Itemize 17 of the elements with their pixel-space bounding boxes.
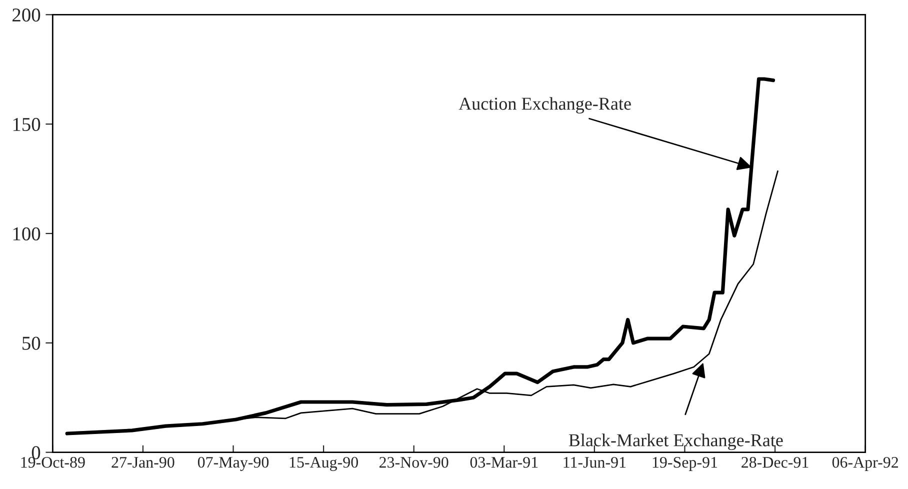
annotation: Auction Exchange-Rate bbox=[458, 97, 631, 114]
x-tick-label: 19-Sep-91 bbox=[652, 457, 718, 471]
y-tick-label: 100 bbox=[13, 227, 40, 240]
y-tick-label: 0 bbox=[32, 446, 40, 460]
x-tick-label: 06-Apr-92 bbox=[832, 456, 898, 471]
x-tick-label: 03-Mar-91 bbox=[470, 456, 538, 468]
x-tick-label: 19-Oct-89 bbox=[21, 456, 85, 468]
x-tick-label: 28-Dec-91 bbox=[742, 456, 808, 468]
x-tick-label: 23-Nov-90 bbox=[380, 456, 448, 468]
x-tick-label: 07-May-90 bbox=[198, 456, 269, 471]
x-tick-label: 11-Jun-91 bbox=[564, 457, 626, 468]
y-tick-label: 50 bbox=[22, 336, 40, 350]
y-tick-label: 150 bbox=[13, 118, 40, 132]
y-tick-label: 200 bbox=[12, 8, 40, 22]
annotation: Black-Market Exchange-Rate bbox=[568, 434, 783, 450]
x-tick-label: 15-Aug-90 bbox=[290, 456, 358, 471]
x-tick-label: 27-Jan-90 bbox=[112, 456, 174, 468]
